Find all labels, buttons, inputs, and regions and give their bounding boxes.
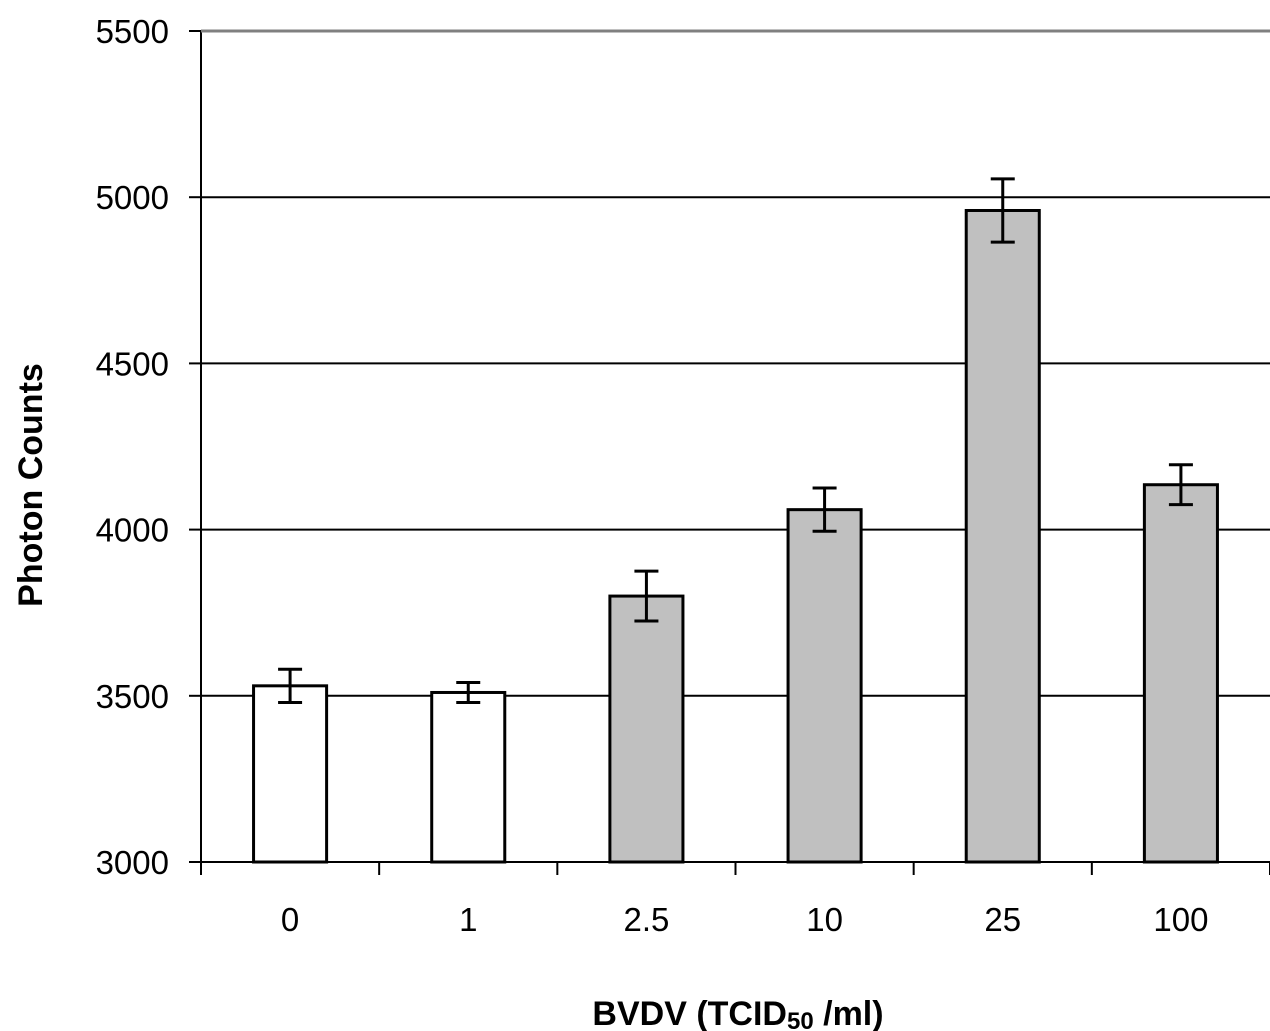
x-tick-label: 2.5 bbox=[623, 901, 669, 938]
x-axis-title-main: BVDV (TCID bbox=[592, 995, 787, 1031]
x-tick-label: 100 bbox=[1153, 901, 1208, 938]
bar bbox=[430, 690, 507, 864]
gridlines bbox=[201, 30, 1270, 697]
y-tick-label: 5500 bbox=[96, 13, 169, 50]
x-tick-label: 25 bbox=[984, 901, 1021, 938]
bars bbox=[252, 208, 1219, 864]
y-tick-label: 4000 bbox=[96, 512, 169, 549]
x-tick-label: 10 bbox=[806, 901, 843, 938]
y-axis-title: Photon Counts bbox=[12, 363, 50, 607]
bar bbox=[252, 684, 329, 864]
y-tick-label: 3000 bbox=[96, 844, 169, 881]
bar bbox=[608, 594, 685, 864]
x-axis-title: BVDV (TCID50 /ml) bbox=[592, 995, 883, 1031]
bar bbox=[964, 208, 1041, 864]
x-axis-title-subscript: 50 bbox=[787, 1008, 814, 1031]
x-tick-labels: 0 1 2.5 10 25 100 bbox=[281, 901, 1209, 938]
x-axis-title-tail: /ml) bbox=[814, 995, 884, 1031]
axes bbox=[189, 29, 1270, 875]
x-tick-label: 1 bbox=[459, 901, 477, 938]
x-tick-label: 0 bbox=[281, 901, 299, 938]
error-bars bbox=[278, 177, 1193, 704]
bar bbox=[1142, 483, 1219, 864]
y-tick-label: 5000 bbox=[96, 179, 169, 216]
bar bbox=[786, 508, 863, 864]
y-tick-labels: 3000 3500 4000 4500 5000 5500 bbox=[96, 13, 169, 881]
y-tick-label: 4500 bbox=[96, 345, 169, 382]
y-tick-label: 3500 bbox=[96, 678, 169, 715]
